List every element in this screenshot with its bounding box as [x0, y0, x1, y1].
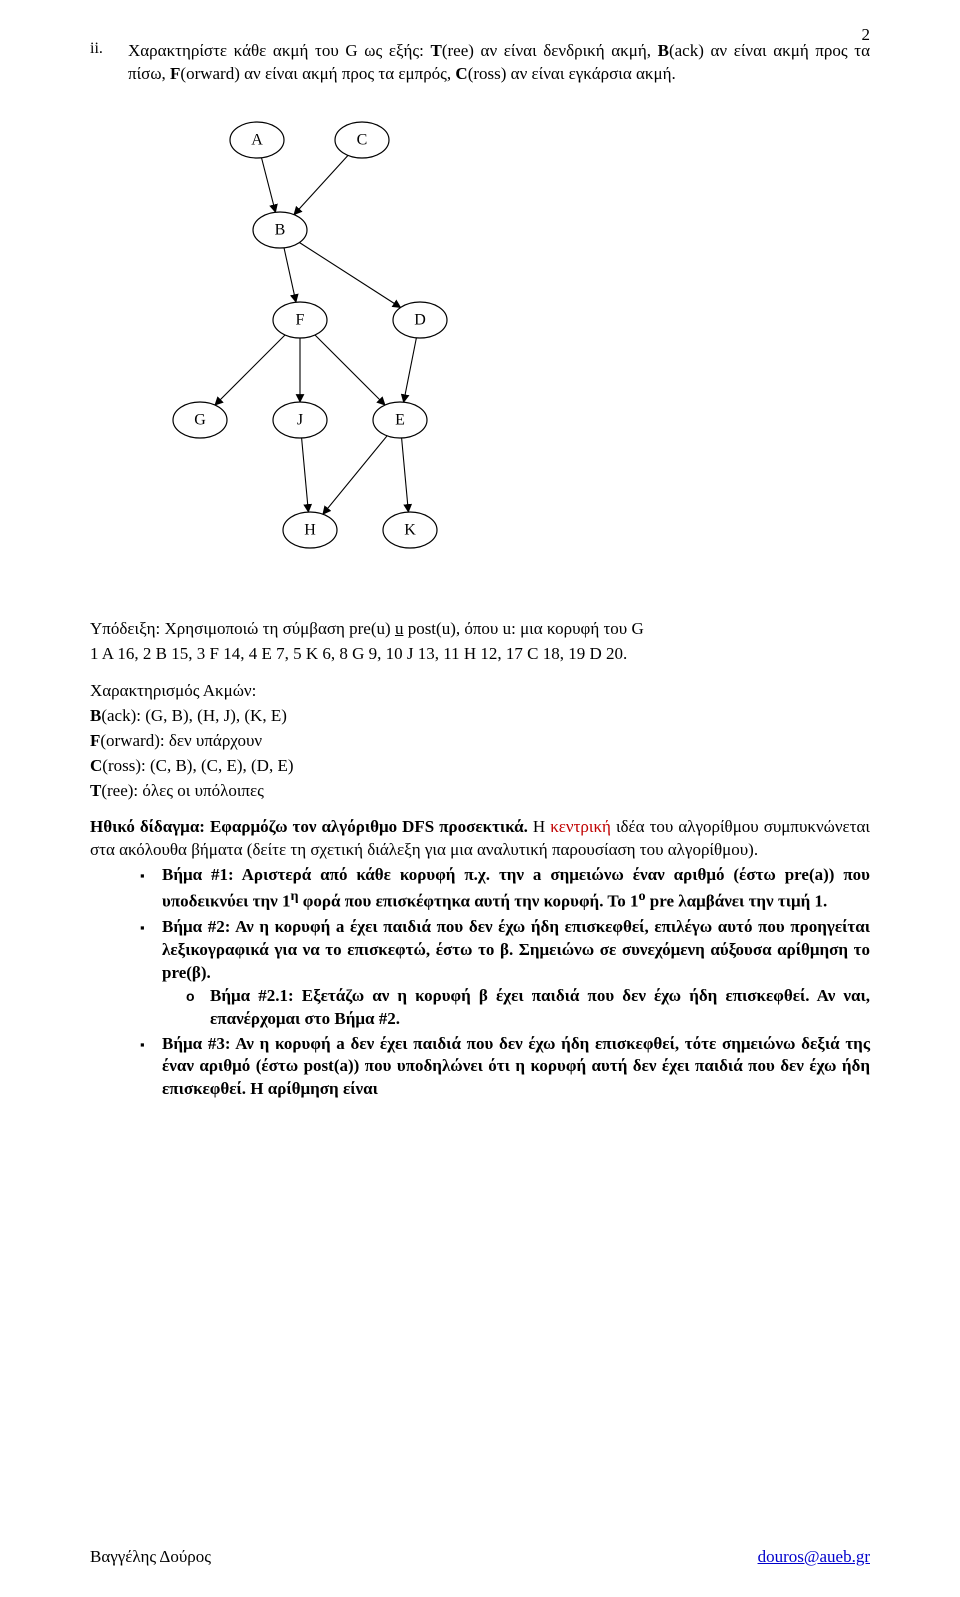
edge-B-D	[299, 242, 400, 307]
hint-para-1: Υπόδειξη: Χρησιμοποιώ τη σύμβαση pre(u) …	[90, 618, 870, 641]
node-F: F	[273, 302, 327, 338]
q-t1: Χαρακτηρίστε κάθε ακμή του G ως εξής:	[128, 41, 431, 60]
edges-f-t: (orward): δεν υπάρχουν	[100, 731, 262, 750]
q-b3: F	[170, 64, 180, 83]
edges-c-b: C	[90, 756, 102, 775]
svg-text:A: A	[251, 132, 263, 149]
moral-a1: Η	[528, 817, 550, 836]
node-E: E	[373, 402, 427, 438]
hint-1a: Υπόδειξη: Χρησιμοποιώ τη σύμβαση pre(u)	[90, 619, 395, 638]
edges-b-t: (ack): (G, B), (H, J), (K, E)	[101, 706, 287, 725]
edge-D-E	[404, 338, 417, 402]
edge-F-G	[215, 335, 285, 405]
svg-text:E: E	[395, 412, 405, 429]
q-t4: (orward) αν είναι ακμή προς τα εμπρός,	[180, 64, 455, 83]
edges-c-t: (ross): (C, B), (C, E), (D, E)	[102, 756, 293, 775]
step-2: Βήμα #2: Αν η κορυφή a έχει παιδιά που δ…	[162, 916, 870, 1031]
node-G: G	[173, 402, 227, 438]
edges-cross: C(ross): (C, B), (C, E), (D, E)	[90, 755, 870, 778]
q-b2: B	[658, 41, 669, 60]
edge-J-H	[302, 438, 309, 512]
edge-C-B	[294, 155, 348, 214]
step1-sup2: ο	[638, 888, 645, 904]
steps-list: Βήμα #1: Αριστερά από κάθε κορυφή π.χ. τ…	[90, 864, 870, 1101]
moral-para: Ηθικό δίδαγμα: Εφαρμόζω τον αλγόριθμο DF…	[90, 816, 870, 862]
node-K: K	[383, 512, 437, 548]
edges-b-b: B	[90, 706, 101, 725]
edges-t-t: (ree): όλες οι υπόλοιπες	[101, 781, 264, 800]
svg-text:G: G	[194, 412, 206, 429]
step2-1-text: Βήμα #2.1: Εξετάζω αν η κορυφή β έχει πα…	[210, 986, 870, 1028]
q-t5: (ross) αν είναι εγκάρσια ακμή.	[468, 64, 676, 83]
step1-b: φορά που επισκέφτηκα αυτή την κορυφή. Το…	[299, 892, 639, 911]
svg-text:D: D	[414, 312, 426, 329]
page: 2 ii. Χαρακτηρίστε κάθε ακμή του G ως εξ…	[0, 0, 960, 1597]
edges-back: B(ack): (G, B), (H, J), (K, E)	[90, 705, 870, 728]
edge-E-H	[323, 436, 387, 514]
svg-text:H: H	[304, 522, 316, 539]
footer-author: Βαγγέλης Δούρος	[90, 1547, 211, 1567]
footer: Βαγγέλης Δούρος douros@aueb.gr	[90, 1547, 870, 1567]
tree-diagram: A C B F D G J E H K	[130, 100, 870, 610]
svg-text:C: C	[357, 132, 368, 149]
moral-red: κεντρική	[550, 817, 611, 836]
step1-c: pre λαμβάνει την τιμή 1.	[646, 892, 828, 911]
q-b1: T	[431, 41, 442, 60]
node-C: C	[335, 122, 389, 158]
hint-para-2: 1 A 16, 2 B 15, 3 F 14, 4 E 7, 5 K 6, 8 …	[90, 643, 870, 666]
edge-E-K	[402, 438, 409, 512]
step-1: Βήμα #1: Αριστερά από κάθε κορυφή π.χ. τ…	[162, 864, 870, 914]
step-2-sub: Βήμα #2.1: Εξετάζω αν η κορυφή β έχει πα…	[162, 985, 870, 1031]
node-A: A	[230, 122, 284, 158]
node-J: J	[273, 402, 327, 438]
edge-B-F	[284, 248, 296, 302]
question-ii: ii. Χαρακτηρίστε κάθε ακμή του G ως εξής…	[90, 40, 870, 86]
edge-F-E	[315, 335, 385, 405]
edges-tree: T(ree): όλες οι υπόλοιπες	[90, 780, 870, 803]
edges-forward: F(orward): δεν υπάρχουν	[90, 730, 870, 753]
edges-title: Χαρακτηρισμός Ακμών:	[90, 680, 870, 703]
edges-f-b: F	[90, 731, 100, 750]
edges-t-b: T	[90, 781, 101, 800]
step3-text: Βήμα #3: Αν η κορυφή a δεν έχει παιδιά π…	[162, 1034, 870, 1099]
tree-svg: A C B F D G J E H K	[130, 100, 495, 605]
step2-text: Βήμα #2: Αν η κορυφή a έχει παιδιά που δ…	[162, 917, 870, 982]
step-2-1: Βήμα #2.1: Εξετάζω αν η κορυφή β έχει πα…	[210, 985, 870, 1031]
svg-text:K: K	[404, 522, 416, 539]
node-B: B	[253, 212, 307, 248]
moral-lead: Ηθικό δίδαγμα: Εφαρμόζω τον αλγόριθμο DF…	[90, 817, 528, 836]
page-number: 2	[862, 25, 871, 45]
question-text: Χαρακτηρίστε κάθε ακμή του G ως εξής: T(…	[128, 40, 870, 86]
node-D: D	[393, 302, 447, 338]
step1-sup: η	[290, 888, 298, 904]
svg-text:F: F	[296, 312, 305, 329]
question-marker: ii.	[90, 40, 128, 86]
edge-A-B	[262, 158, 276, 213]
svg-text:J: J	[297, 412, 303, 429]
svg-text:B: B	[275, 222, 286, 239]
node-H: H	[283, 512, 337, 548]
q-t2: (ree) αν είναι δενδρική ακμή,	[442, 41, 658, 60]
footer-email[interactable]: douros@aueb.gr	[758, 1547, 870, 1567]
q-b4: C	[455, 64, 467, 83]
step-3: Βήμα #3: Αν η κορυφή a δεν έχει παιδιά π…	[162, 1033, 870, 1102]
hint-1b: post(u), όπου u: μια κορυφή του G	[403, 619, 643, 638]
